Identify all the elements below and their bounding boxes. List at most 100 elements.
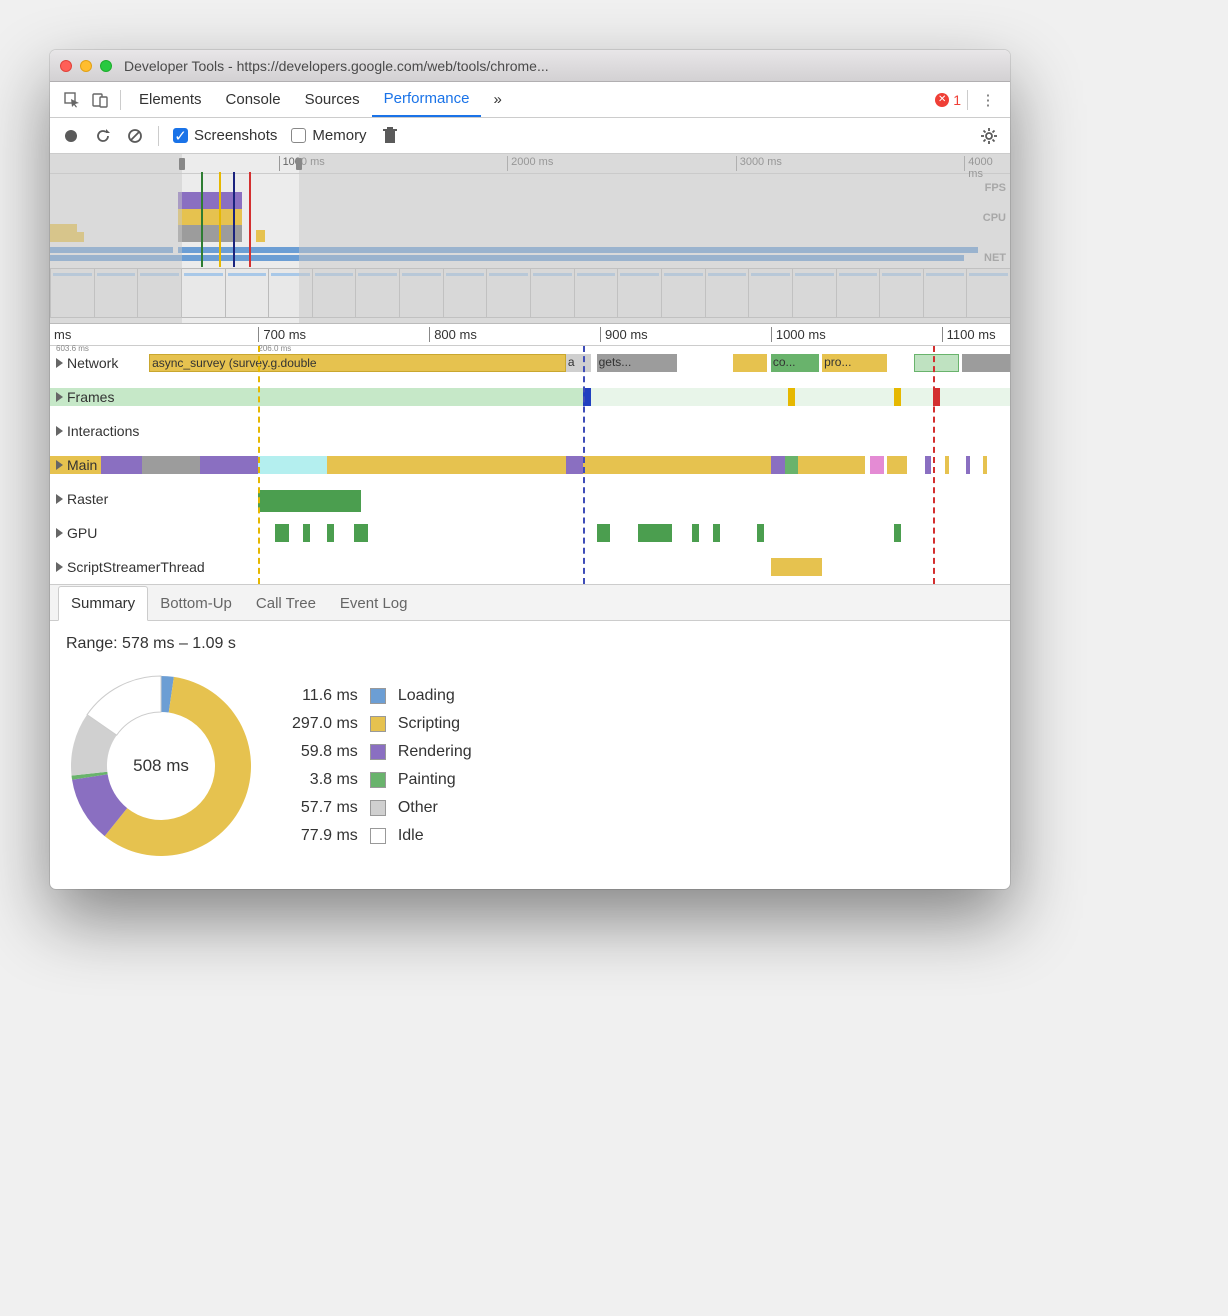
flame-row-frames[interactable]: Frames [50, 380, 1010, 414]
tab-performance[interactable]: Performance [372, 82, 482, 117]
flame-segment[interactable] [258, 456, 326, 474]
flame-segment[interactable] [303, 524, 310, 542]
flame-segment[interactable] [870, 456, 884, 474]
flame-segment[interactable]: async_survey (survey.g.double [149, 354, 566, 372]
overview-panel[interactable]: 1000 ms2000 ms3000 ms4000 ms FPS CPU NET [50, 154, 1010, 324]
kebab-menu-icon[interactable]: ⋮ [974, 82, 1002, 117]
flame-tick: 800 ms [429, 327, 477, 342]
flame-chart[interactable]: ms 700 ms800 ms900 ms1000 ms1100 ms Netw… [50, 324, 1010, 585]
memory-checkbox[interactable]: Memory [291, 127, 366, 144]
flame-segment[interactable] [706, 456, 771, 474]
expand-icon[interactable] [56, 562, 63, 572]
tab-summary[interactable]: Summary [58, 586, 148, 621]
inspect-icon[interactable] [58, 82, 86, 117]
screenshot-thumb[interactable] [181, 268, 226, 318]
flame-segment[interactable] [771, 558, 822, 576]
flame-row-interactions[interactable]: Interactions [50, 414, 1010, 448]
screenshots-checkbox[interactable]: ✓ Screenshots [173, 127, 277, 144]
flame-segment[interactable] [887, 456, 907, 474]
flame-segment[interactable] [713, 524, 720, 542]
reload-icon[interactable] [94, 127, 112, 145]
garbage-icon[interactable] [381, 127, 399, 145]
screenshots-label: Screenshots [194, 127, 277, 144]
tab-event-log[interactable]: Event Log [328, 587, 420, 620]
flame-segment[interactable] [591, 388, 1010, 406]
tab-elements[interactable]: Elements [127, 82, 214, 117]
expand-icon[interactable] [56, 528, 63, 538]
flame-segment[interactable] [798, 456, 865, 474]
record-icon[interactable] [62, 127, 80, 145]
flame-segment[interactable] [101, 456, 142, 474]
overflow-tabs[interactable]: » [481, 82, 513, 117]
summary-legend: 11.6 msLoading297.0 msScripting59.8 msRe… [292, 687, 472, 845]
flame-segment[interactable] [50, 388, 583, 406]
error-indicator[interactable]: ✕ 1 [935, 92, 961, 108]
flame-segment[interactable] [354, 524, 368, 542]
flame-segment[interactable] [914, 354, 958, 372]
cpu-segment [256, 230, 265, 242]
clear-icon[interactable] [126, 127, 144, 145]
flame-marker [933, 346, 935, 584]
legend-swatch [370, 688, 386, 704]
flame-segment[interactable] [327, 456, 566, 474]
legend-ms: 77.9 ms [292, 827, 358, 845]
flame-segment[interactable] [200, 456, 258, 474]
flame-marker [258, 346, 260, 584]
flame-segment[interactable] [894, 388, 901, 406]
flame-row-raster[interactable]: Raster [50, 482, 1010, 516]
expand-icon[interactable] [56, 392, 63, 402]
flame-segment[interactable] [788, 388, 795, 406]
flame-segment[interactable] [733, 354, 767, 372]
flame-segment[interactable] [771, 456, 785, 474]
zoom-icon[interactable] [100, 60, 112, 72]
flame-segment[interactable]: co... [771, 354, 819, 372]
flame-row-scriptstreamerthread[interactable]: ScriptStreamerThread [50, 550, 1010, 584]
device-toggle-icon[interactable] [86, 82, 114, 117]
flame-segment[interactable]: a [566, 354, 592, 372]
flame-segment[interactable] [258, 490, 360, 512]
expand-icon[interactable] [56, 358, 63, 368]
flame-segment[interactable] [583, 456, 609, 474]
expand-icon[interactable] [56, 426, 63, 436]
flame-segment[interactable] [327, 524, 334, 542]
flame-segment[interactable] [609, 456, 706, 474]
traffic-lights [60, 60, 112, 72]
flame-segment[interactable] [983, 456, 987, 474]
overview-dim [50, 154, 182, 323]
flame-segment[interactable] [785, 456, 799, 474]
close-icon[interactable] [60, 60, 72, 72]
expand-icon[interactable] [56, 460, 63, 470]
flame-segment[interactable] [894, 524, 901, 542]
selection-handle-left[interactable] [179, 158, 185, 170]
flame-segment[interactable]: gets... [597, 354, 677, 372]
row-label: ScriptStreamerThread [67, 559, 205, 575]
flame-segment[interactable] [962, 354, 1010, 372]
flame-segment[interactable]: pro... [822, 354, 887, 372]
legend-ms: 59.8 ms [292, 743, 358, 761]
flame-segment[interactable] [945, 456, 949, 474]
legend-name: Other [398, 799, 472, 817]
flame-segment[interactable] [692, 524, 699, 542]
flame-segment[interactable] [597, 524, 611, 542]
flame-segment[interactable] [966, 456, 970, 474]
flame-row-gpu[interactable]: GPU [50, 516, 1010, 550]
selection-handle-right[interactable] [296, 158, 302, 170]
flame-segment[interactable] [566, 456, 583, 474]
legend-name: Idle [398, 827, 472, 845]
tab-call-tree[interactable]: Call Tree [244, 587, 328, 620]
flame-segment[interactable] [757, 524, 764, 542]
flame-segment[interactable] [142, 456, 200, 474]
tab-console[interactable]: Console [214, 82, 293, 117]
flame-segment[interactable] [925, 456, 932, 474]
tab-sources[interactable]: Sources [293, 82, 372, 117]
flame-segment[interactable] [638, 524, 672, 542]
window-title: Developer Tools - https://developers.goo… [124, 58, 549, 74]
flame-row-main[interactable]: Main [50, 448, 1010, 482]
expand-icon[interactable] [56, 494, 63, 504]
screenshot-thumb[interactable] [225, 268, 270, 318]
settings-icon[interactable] [980, 127, 998, 145]
flame-row-network[interactable]: Networkasync_survey (survey.g.doubleaget… [50, 346, 1010, 380]
flame-segment[interactable] [275, 524, 289, 542]
minimize-icon[interactable] [80, 60, 92, 72]
tab-bottom-up[interactable]: Bottom-Up [148, 587, 244, 620]
